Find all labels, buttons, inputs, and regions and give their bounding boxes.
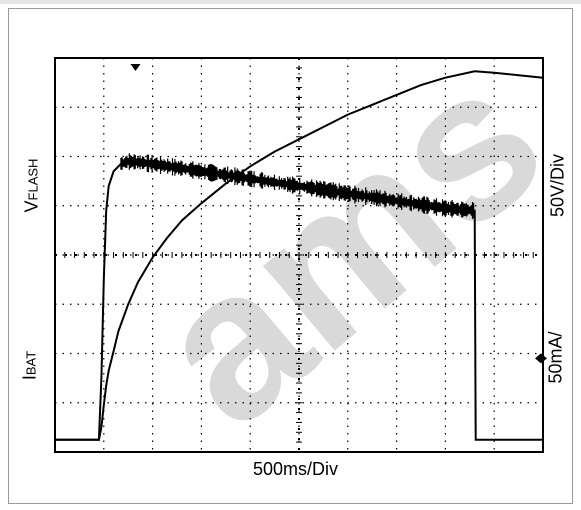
trace-2-noise-band — [120, 153, 475, 219]
watermark-text: ams — [112, 19, 581, 469]
y-label-ibat: IBAT — [19, 350, 40, 381]
top-rule — [0, 0, 581, 4]
right-label-current-scale: 50mA/ — [545, 331, 566, 384]
y-label-vflash: VFLASH — [21, 158, 42, 213]
trace-1 — [55, 70, 544, 441]
right-label-voltage-scale: 50V/Div — [547, 153, 568, 218]
trigger-marker-icon — [130, 64, 141, 71]
plot-area-border — [54, 57, 544, 453]
x-axis-label: 500ms/Div — [252, 459, 339, 479]
level-marker-icon — [535, 353, 547, 364]
figure-frame — [8, 8, 573, 504]
